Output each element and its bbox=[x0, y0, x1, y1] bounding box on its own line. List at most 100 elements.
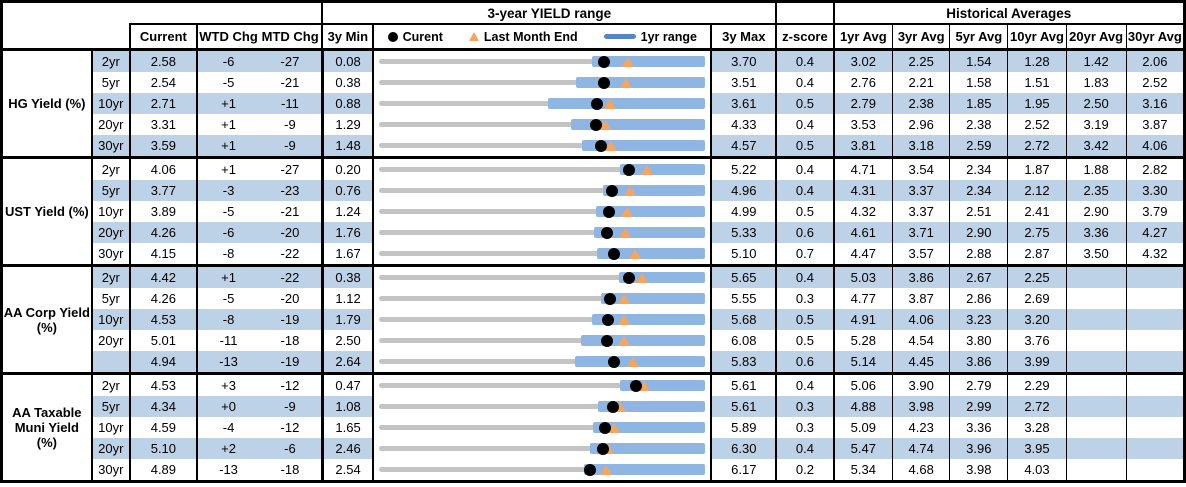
col-header-3y-min: 3y Min bbox=[321, 23, 375, 51]
cell-mtd-chg: -11 bbox=[259, 93, 324, 114]
col-header-wtd-chg: WTD Chg bbox=[195, 23, 260, 51]
3y-range-track bbox=[379, 143, 706, 148]
cell-3y-min: 1.48 bbox=[322, 135, 375, 158]
cell-tenor: 10yr bbox=[91, 417, 131, 438]
cell-30yr-avg: 3.79 bbox=[1142, 204, 1168, 219]
cell-30yr-avg: 4.32 bbox=[1142, 246, 1168, 261]
table-row: 30yr 3.59 +1 -9 1.48 4.57 0.5 3.81 3.18 … bbox=[2, 135, 1185, 158]
cell-3y-min: 1.76 bbox=[322, 222, 375, 243]
cell-3y-max: 6.17 bbox=[711, 459, 778, 482]
cell-20yr-avg: 2.50 bbox=[1066, 93, 1127, 114]
cell-3y-max: 5.22 bbox=[711, 157, 778, 180]
range-chart bbox=[374, 93, 709, 114]
last-month-triangle-icon bbox=[618, 293, 631, 304]
range-chart bbox=[374, 267, 709, 288]
cell-30yr-avg: 4.27 bbox=[1126, 222, 1185, 243]
cell-range-chart bbox=[373, 180, 713, 201]
range-chart bbox=[374, 351, 709, 372]
cell-3y-min: 0.38 bbox=[322, 72, 375, 93]
cell-wtd-chg: -6 bbox=[196, 49, 260, 72]
table-row: 30yr 4.89 -13 -18 2.54 6.17 0.2 5.34 4.6… bbox=[2, 459, 1185, 482]
cell-range-chart bbox=[373, 417, 713, 438]
cell-tenor: 10yr bbox=[91, 201, 131, 222]
cell-z-score: 0.4 bbox=[776, 49, 835, 72]
1yr-range-bar bbox=[596, 248, 705, 259]
cell-current: 4.15 bbox=[129, 243, 198, 266]
1yr-range-bar bbox=[581, 335, 705, 346]
cell-5yr-avg: 2.59 bbox=[949, 135, 1009, 158]
row-group-label: AA Corp Yield (%) bbox=[1, 265, 93, 374]
cell-1yr-avg: 5.47 bbox=[833, 438, 894, 459]
cell-3y-min: 0.88 bbox=[322, 93, 375, 114]
cell-20yr-avg bbox=[1066, 288, 1127, 309]
1yr-range-bar bbox=[571, 119, 705, 130]
range-chart bbox=[374, 243, 709, 264]
legend-1yr-range-bar-icon bbox=[603, 34, 636, 39]
current-dot-icon bbox=[595, 139, 608, 152]
cell-current: 4.94 bbox=[129, 351, 198, 374]
cell-3yr-avg: 4.68 bbox=[892, 459, 951, 482]
1yr-range-bar bbox=[603, 185, 705, 196]
1yr-range-bar bbox=[592, 56, 705, 67]
cell-20yr-avg bbox=[1066, 438, 1127, 459]
cell-3y-max: 4.33 bbox=[711, 114, 778, 135]
cell-30yr-avg: 2.06 bbox=[1126, 49, 1185, 72]
cell-1yr-avg: 2.76 bbox=[833, 72, 894, 93]
cell-3y-min: 2.50 bbox=[322, 330, 375, 351]
cell-30yr-avg: 3.16 bbox=[1126, 93, 1185, 114]
cell-mtd-chg: -20 bbox=[259, 222, 324, 243]
cell-3y-max: 5.33 bbox=[711, 222, 778, 243]
cell-3y-max: 4.57 bbox=[711, 135, 778, 158]
cell-5yr-avg: 3.98 bbox=[949, 459, 1009, 482]
cell-1yr-avg: 5.09 bbox=[833, 417, 894, 438]
cell-5yr-avg: 3.96 bbox=[949, 438, 1009, 459]
3y-range-track bbox=[379, 383, 706, 388]
cell-30yr-avg bbox=[1126, 265, 1185, 288]
cell-range-chart bbox=[373, 351, 713, 374]
cell-5yr-avg: 1.54 bbox=[949, 49, 1009, 72]
cell-3y-max: 5.65 bbox=[711, 265, 778, 288]
cell-wtd-chg: -6 bbox=[196, 222, 260, 243]
cell-tenor: 30yr bbox=[91, 135, 131, 158]
cell-1yr-avg: 5.34 bbox=[833, 459, 894, 482]
cell-z-score: 0.4 bbox=[776, 72, 835, 93]
col-header-5yr-avg: 5yr Avg bbox=[949, 23, 1009, 51]
cell-range-chart bbox=[373, 309, 713, 330]
cell-3y-min: 1.79 bbox=[322, 309, 375, 330]
cell-3y-min: 2.54 bbox=[322, 459, 375, 482]
cell-5yr-avg: 3.80 bbox=[949, 330, 1009, 351]
cell-1yr-avg: 3.81 bbox=[833, 135, 894, 158]
1yr-range-bar bbox=[601, 293, 705, 304]
1yr-range-bar bbox=[596, 206, 705, 217]
cell-z-score: 0.5 bbox=[776, 135, 835, 158]
cell-current: 4.53 bbox=[129, 309, 198, 330]
cell-z-score: 0.2 bbox=[776, 459, 835, 482]
cell-current: 2.71 bbox=[129, 93, 198, 114]
cell-wtd-chg: +2 bbox=[196, 438, 260, 459]
cell-5yr-avg: 2.90 bbox=[949, 222, 1009, 243]
current-dot-icon bbox=[607, 400, 620, 413]
cell-range-chart bbox=[373, 135, 713, 158]
cell-z-score: 0.3 bbox=[776, 288, 835, 309]
cell-z-score: 0.7 bbox=[776, 243, 835, 266]
legend-1yr-range-label: 1yr range bbox=[640, 29, 697, 44]
current-dot-icon bbox=[598, 421, 611, 434]
cell-10yr-avg: 3.20 bbox=[1007, 309, 1067, 330]
current-dot-icon bbox=[589, 118, 602, 131]
cell-current: 3.77 bbox=[129, 180, 198, 201]
3y-range-track bbox=[379, 404, 706, 409]
cell-wtd-chg: -13 bbox=[219, 462, 238, 477]
cell-3y-min: 1.24 bbox=[322, 201, 375, 222]
range-chart bbox=[374, 222, 709, 243]
cell-wtd-chg: -3 bbox=[196, 180, 260, 201]
cell-10yr-avg: 3.95 bbox=[1007, 438, 1067, 459]
table-row: 20yr 5.01 -11 -18 2.50 6.08 0.5 5.28 4.5… bbox=[2, 330, 1185, 351]
current-dot-icon bbox=[597, 76, 610, 89]
cell-tenor: 5yr bbox=[91, 288, 131, 309]
table-row: 5yr 2.54 -5 -21 0.38 3.51 0.4 2.76 2.21 … bbox=[2, 72, 1185, 93]
cell-3yr-avg: 3.37 bbox=[892, 201, 951, 222]
cell-mtd-chg: -20 bbox=[259, 288, 324, 309]
cell-tenor: 30yr bbox=[91, 459, 131, 482]
cell-3y-min: 0.38 bbox=[322, 265, 375, 288]
